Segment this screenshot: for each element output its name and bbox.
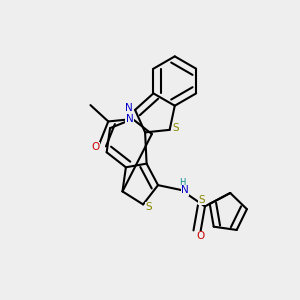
Text: S: S: [172, 123, 179, 134]
Text: N: N: [126, 114, 134, 124]
Text: H: H: [179, 178, 186, 187]
Text: O: O: [196, 231, 205, 241]
Text: S: S: [146, 202, 152, 212]
Text: N: N: [125, 103, 132, 113]
Text: S: S: [198, 195, 205, 205]
Text: N: N: [181, 185, 189, 195]
Text: O: O: [92, 142, 100, 152]
